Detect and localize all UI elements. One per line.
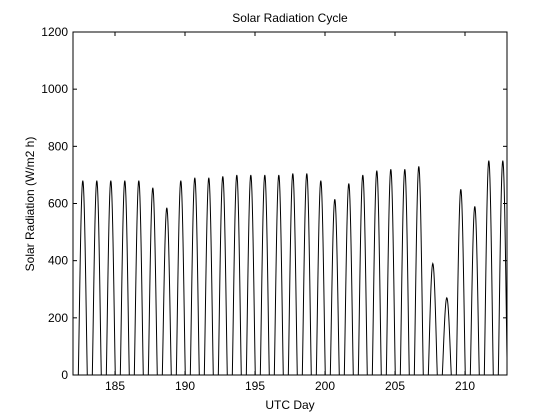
y-axis-label: Solar Radiation (W/m2 h) [23, 137, 37, 272]
daily-radiation-cycle [245, 174, 256, 375]
daily-radiation-cycle [357, 174, 368, 375]
daily-radiation-cycle [217, 176, 228, 375]
x-tick-label: 205 [385, 379, 405, 393]
y-tick-label: 0 [61, 368, 68, 382]
plot-area [73, 32, 507, 375]
y-tick-label: 600 [48, 197, 68, 211]
chart-title: Solar Radiation Cycle [232, 11, 348, 25]
y-tick-label: 400 [48, 254, 68, 268]
daily-radiation-cycle [119, 180, 130, 375]
daily-radiation-cycle [301, 173, 312, 375]
daily-radiation-cycle [469, 206, 480, 375]
daily-radiation-cycle [105, 180, 116, 375]
daily-radiation-cycle [329, 199, 340, 375]
series-layer [77, 160, 507, 375]
x-tick-label: 210 [455, 379, 475, 393]
x-tick-label: 195 [245, 379, 265, 393]
daily-radiation-cycle [343, 183, 354, 375]
daily-radiation-cycle [455, 189, 466, 375]
daily-radiation-cycle [497, 160, 507, 375]
y-tick-label: 800 [48, 139, 68, 153]
daily-radiation-cycle [371, 170, 382, 375]
daily-radiation-cycle [189, 177, 200, 375]
y-tick-label: 200 [48, 311, 68, 325]
x-tick-label: 185 [105, 379, 125, 393]
y-tick-label: 1200 [41, 25, 68, 39]
daily-radiation-cycle [77, 180, 88, 375]
daily-radiation-cycle [147, 187, 158, 375]
daily-radiation-cycle [413, 166, 424, 375]
daily-radiation-cycle [385, 169, 396, 375]
daily-radiation-cycle [441, 296, 452, 375]
y-tick-label: 1000 [41, 82, 68, 96]
daily-radiation-cycle [427, 262, 438, 375]
x-tick-label: 190 [175, 379, 195, 393]
daily-radiation-cycle [483, 160, 494, 375]
daily-radiation-cycle [175, 180, 186, 375]
ticks-layer: 185 190 195 200 205 210 0 200 400 600 800 1000 1200 [41, 25, 507, 393]
daily-radiation-cycle [133, 180, 144, 375]
daily-radiation-cycle [161, 207, 172, 375]
daily-radiation-cycle [273, 174, 284, 375]
plot-frame [72, 31, 508, 376]
daily-radiation-cycle [399, 169, 410, 375]
daily-radiation-cycle [315, 180, 326, 375]
daily-radiation-cycle [259, 174, 270, 375]
x-axis-label: UTC Day [265, 398, 314, 412]
daily-radiation-cycle [91, 180, 102, 375]
x-tick-label: 200 [315, 379, 335, 393]
daily-radiation-cycle [287, 173, 298, 375]
daily-radiation-cycle [231, 174, 242, 375]
daily-radiation-cycle [203, 177, 214, 375]
